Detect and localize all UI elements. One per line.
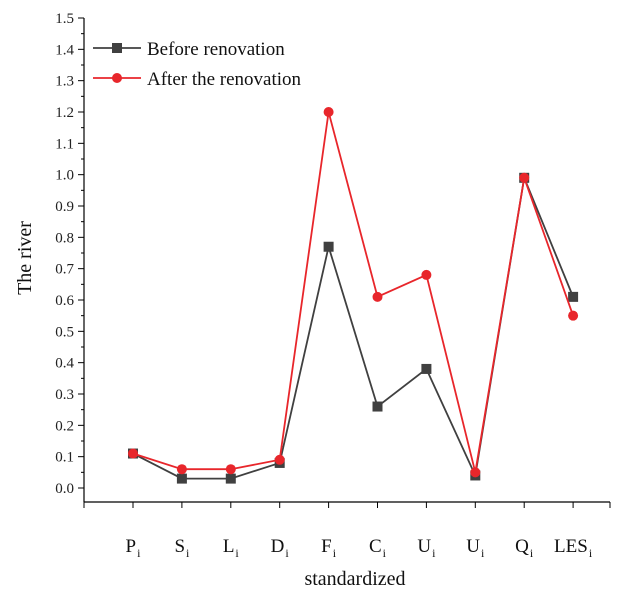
data-point: [372, 401, 383, 412]
data-point: [421, 269, 432, 280]
legend-label: After the renovation: [147, 69, 302, 90]
x-tick-label: Di: [271, 536, 290, 560]
y-tick-label: 0.2: [55, 418, 74, 434]
data-point: [176, 473, 187, 484]
data-point: [568, 310, 579, 321]
y-tick-label: 1.0: [55, 168, 74, 184]
y-tick-label: 1.1: [55, 136, 74, 152]
data-point: [225, 473, 236, 484]
data-point: [421, 363, 432, 374]
y-tick-label: 0.4: [55, 356, 74, 372]
x-tick-label: Fi: [321, 536, 337, 560]
x-tick-label: Ui: [417, 536, 436, 560]
y-tick-label: 1.3: [55, 74, 74, 90]
y-tick-label: 0.1: [55, 450, 74, 466]
data-point: [274, 454, 285, 465]
legend-item: After the renovation: [93, 69, 302, 90]
legend: Before renovation After the renovation: [93, 39, 302, 90]
x-tick-label: Li: [223, 536, 240, 560]
y-tick-label: 1.4: [55, 42, 74, 58]
series-1: [128, 172, 579, 484]
data-point: [323, 241, 334, 252]
data-point: [323, 107, 334, 117]
x-tick-label: Ui: [466, 536, 485, 560]
series-2: [128, 107, 579, 478]
legend-marker: [112, 73, 122, 83]
data-point: [372, 291, 383, 302]
data-point: [470, 467, 481, 478]
series-layer: [128, 107, 579, 484]
y-tick-label: 0.3: [55, 387, 74, 403]
legend-marker: [112, 43, 122, 53]
y-tick-label: 0.9: [55, 199, 74, 215]
y-axis-title: The river: [14, 221, 36, 295]
legend-item: Before renovation: [93, 39, 285, 60]
series-line: [132, 174, 574, 480]
x-tick-label: LESi: [554, 536, 593, 560]
x-tick-label: Pi: [126, 536, 142, 560]
y-tick-label: 1.2: [55, 105, 74, 121]
data-point: [128, 448, 138, 459]
data-point: [568, 291, 579, 302]
series-line: [132, 111, 574, 473]
legend-label: Before renovation: [147, 39, 285, 60]
y-tick-label: 0.5: [55, 324, 74, 340]
data-point: [519, 172, 530, 183]
axes: 0.0 0.1 0.2 0.3 0.4 0.5 0.6 0.7 0.8 0.9 1.0 1.1 1.2 1…: [55, 11, 611, 560]
y-tick-label: 1.5: [55, 11, 74, 27]
data-point: [225, 464, 236, 475]
x-tick-label: Si: [174, 536, 190, 560]
y-tick-label: 0.8: [55, 230, 74, 246]
x-axis-title: standardized: [304, 568, 405, 590]
y-tick-label: 0.7: [55, 262, 74, 278]
x-tick-label: Ci: [369, 536, 387, 560]
data-point: [176, 464, 187, 475]
y-tick-label: 0.6: [55, 293, 74, 309]
y-tick-label: 0.0: [55, 481, 74, 497]
x-tick-label: Qi: [515, 536, 534, 560]
